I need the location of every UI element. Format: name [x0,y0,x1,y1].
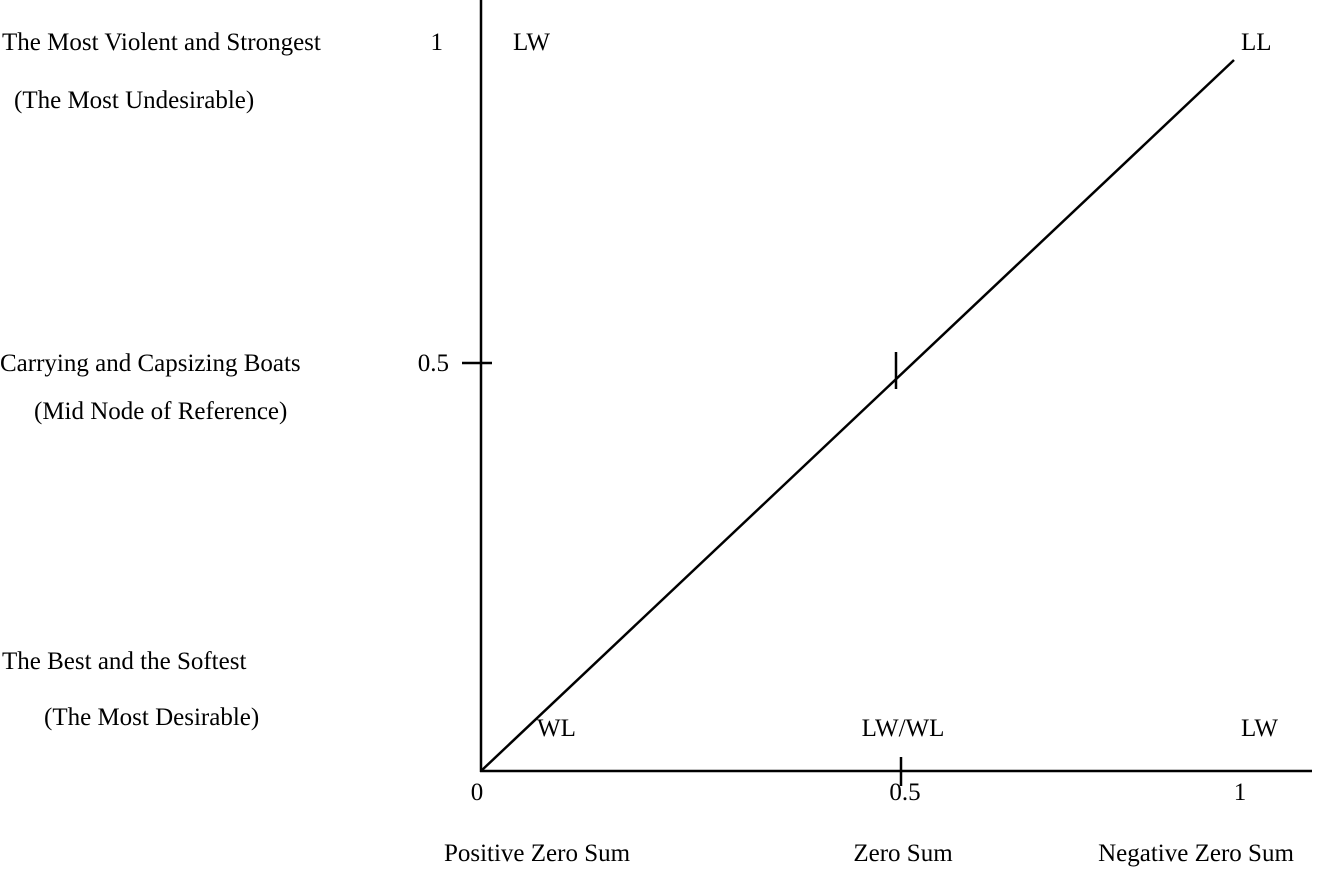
y-annotation-best-softest: The Best and the Softest [2,648,247,675]
x-axis-tick-label-0: 0 [470,779,484,806]
y-axis-tick-label-1: 1 [430,29,444,56]
annotation-ll-top-right: LL [1241,29,1272,56]
y-axis-tick-label-0-5: 0.5 [417,350,449,377]
y-annotation-most-violent-sub: (The Most Undesirable) [14,87,255,114]
region-label-zero-sum: Zero Sum [853,840,953,867]
annotation-lw-bottom-right: LW [1241,715,1279,742]
annotation-lw-top-left: LW [513,29,551,56]
region-label-negative-zero-sum: Negative Zero Sum [1098,840,1294,867]
y-annotation-mid-node: Carrying and Capsizing Boats [0,350,301,377]
annotation-wl-bottom-left: WL [537,715,576,742]
y-annotation-best-softest-sub: (The Most Desirable) [44,704,260,731]
region-label-positive-zero-sum: Positive Zero Sum [443,840,631,867]
x-axis-tick-label-1: 1 [1233,779,1247,806]
annotation-lw-wl-bottom-center: LW/WL [861,715,945,742]
y-annotation-mid-node-sub: (Mid Node of Reference) [34,398,288,425]
diagonal-line [480,59,1235,772]
x-axis-tick-label-0-5: 0.5 [889,779,921,806]
y-annotation-most-violent: The Most Violent and Strongest [2,29,321,56]
